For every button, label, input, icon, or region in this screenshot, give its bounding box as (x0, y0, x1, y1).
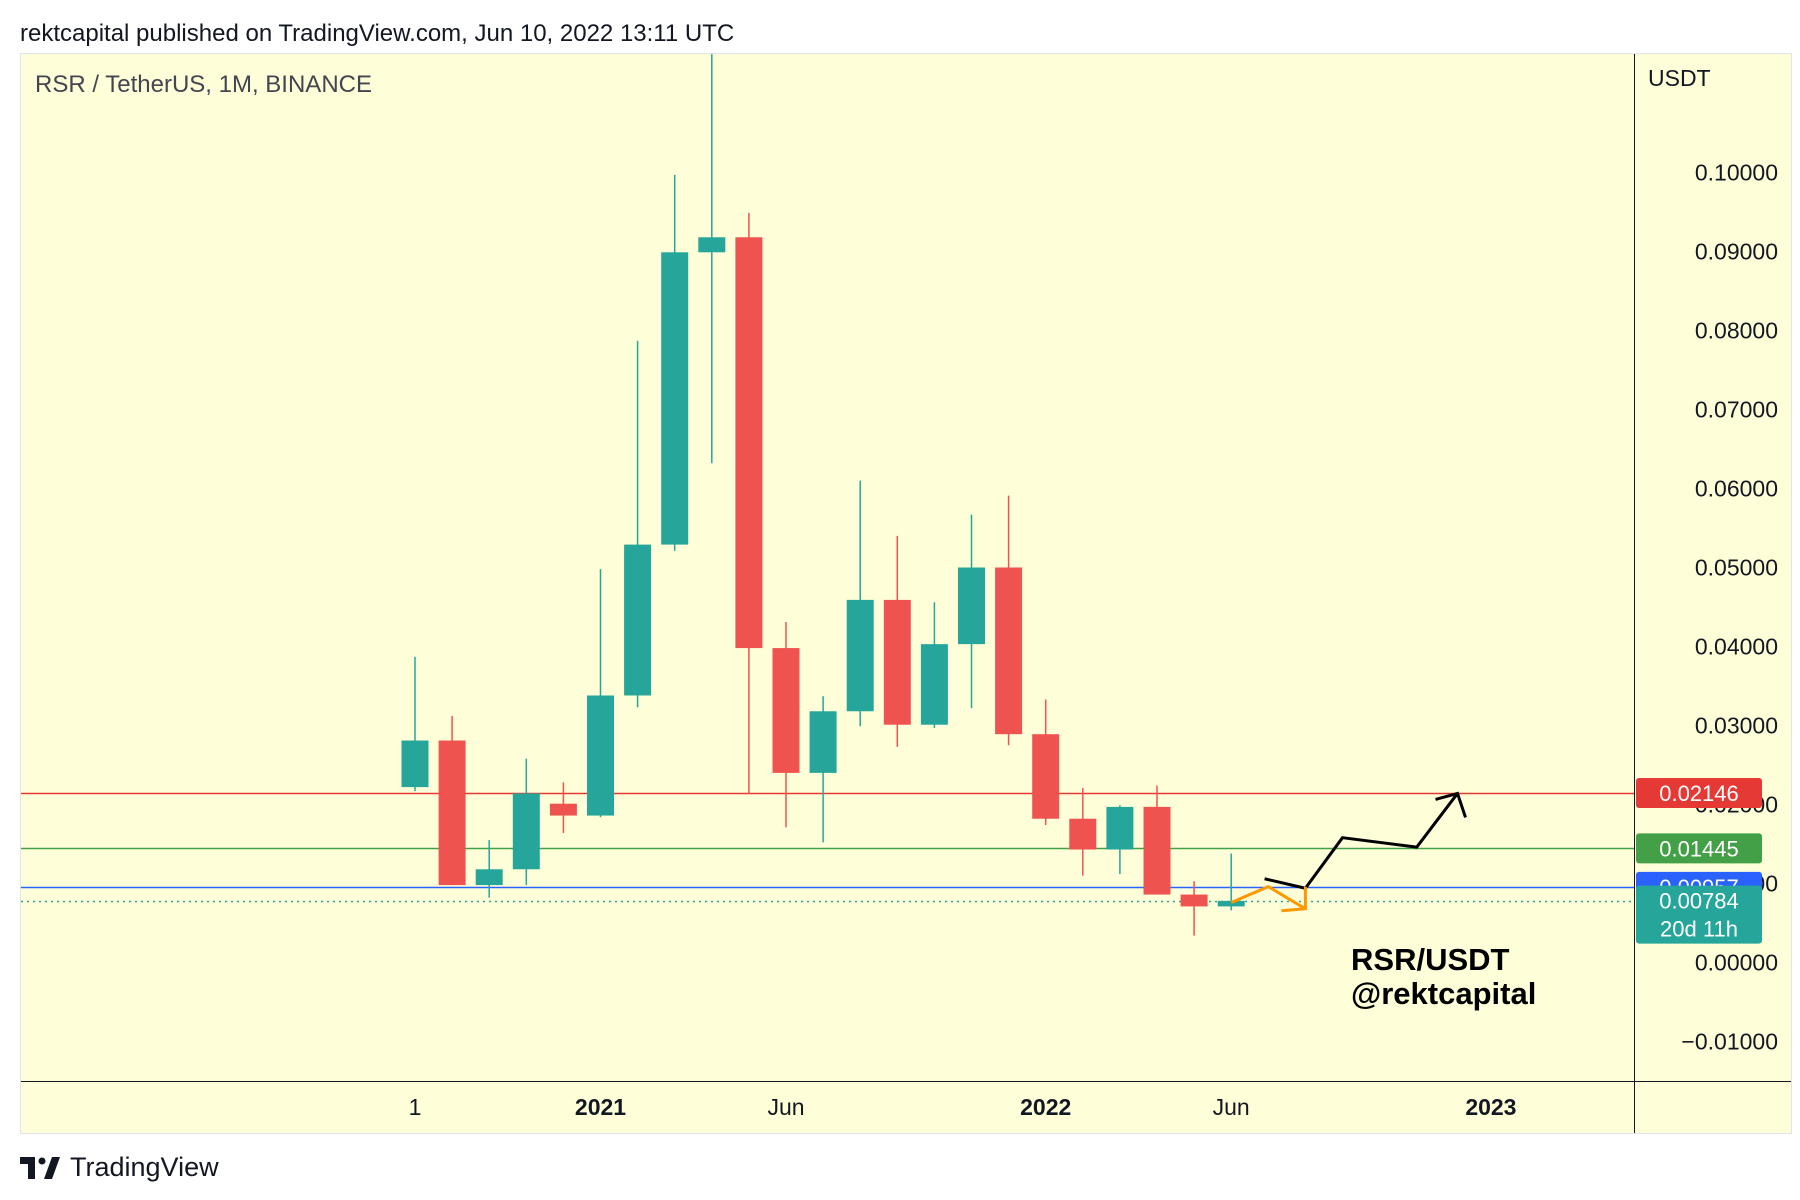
mid-support-badge (1636, 833, 1762, 864)
mid-support-price-label: 0.01445 (1659, 836, 1739, 861)
candle-body (846, 599, 874, 712)
y-tick-label: 0.05000 (1695, 555, 1778, 581)
candle-body (438, 740, 466, 886)
candle-body (1106, 806, 1134, 850)
x-tick-label: 1 (409, 1094, 422, 1120)
y-tick-label: 0.10000 (1695, 160, 1778, 186)
chart-annotation-line: @rektcapital (1351, 976, 1536, 1011)
x-tick-label: 2022 (1020, 1094, 1071, 1120)
candle-body (920, 644, 948, 725)
bearish-projection-path (1230, 885, 1307, 911)
y-tick-label: 0.03000 (1695, 713, 1778, 739)
candle-body (624, 544, 652, 696)
candle-body (549, 803, 577, 816)
y-tick-label: 0.07000 (1695, 397, 1778, 423)
chart-annotation-line: RSR/USDT (1351, 942, 1510, 977)
axis-unit-label: USDT (1648, 65, 1711, 91)
candle-body (1032, 734, 1060, 819)
chart-frame: RSR / TetherUS, 1M, BINANCE USDT 0.10000 0.… (20, 53, 1792, 1134)
x-tick-label: 2021 (575, 1094, 626, 1120)
tradingview-logo-icon (20, 1156, 60, 1179)
countdown-label: 20d 11h (1660, 917, 1738, 942)
chart-background (21, 54, 1791, 1133)
candle-body (512, 793, 540, 870)
symbol-label: RSR / TetherUS, 1M, BINANCE (35, 71, 372, 98)
y-tick-label: 0.06000 (1695, 476, 1778, 502)
y-tick-label: 0.04000 (1695, 634, 1778, 660)
y-tick-label: 0.08000 (1695, 318, 1778, 344)
publish-info: rektcapital published on TradingView.com… (20, 20, 735, 47)
candle-body (772, 648, 800, 773)
bullish-arrowhead (1435, 791, 1467, 818)
current-price-label: 0.00784 (1659, 889, 1739, 914)
candle-body (1143, 806, 1171, 895)
candle-body (587, 695, 614, 816)
y-tick-label: 0.09000 (1695, 239, 1778, 265)
candle-body (698, 237, 726, 253)
x-tick-label: Jun (1213, 1094, 1250, 1120)
candle-body (1069, 818, 1097, 850)
resistance-price-label: 0.02146 (1659, 781, 1739, 806)
candle-body (1217, 900, 1245, 907)
candle-body (809, 711, 837, 773)
brand-name: TradingView (70, 1152, 219, 1182)
candle-body (883, 599, 911, 725)
candle-body (995, 567, 1023, 735)
candle-body (661, 252, 689, 545)
x-tick-label: Jun (767, 1094, 804, 1120)
current-price-badge (1636, 885, 1762, 944)
resistance-badge (1636, 777, 1762, 808)
candle-body (1180, 894, 1208, 907)
footer-brand[interactable]: TradingView (20, 1152, 219, 1183)
bullish-projection-path (1264, 792, 1459, 890)
candle-body (401, 740, 429, 788)
x-tick-label: 2023 (1465, 1094, 1516, 1120)
candle-body (475, 869, 503, 886)
candle-body (958, 567, 985, 645)
candlestick-chart: RSR / TetherUS, 1M, BINANCE USDT 0.10000 0.… (21, 54, 1791, 1133)
bearish-arrowhead (1281, 886, 1307, 913)
y-tick-label: −0.01000 (1681, 1029, 1778, 1055)
y-tick-label: 0.00000 (1695, 950, 1778, 976)
candle-body (735, 237, 763, 649)
